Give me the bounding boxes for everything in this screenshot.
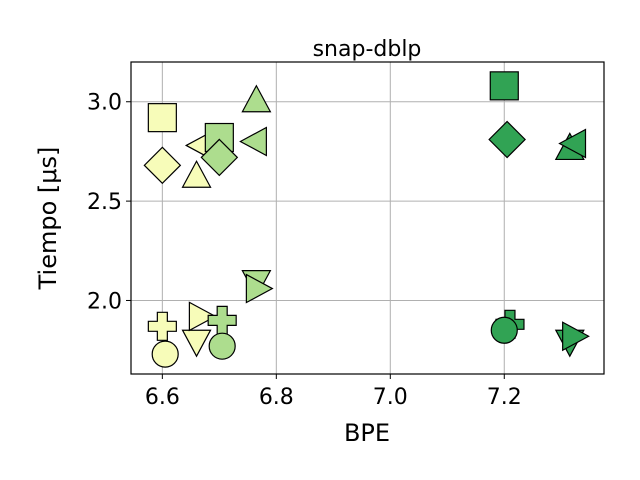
data-point-diamond [200, 138, 239, 177]
grid-lines [131, 62, 604, 374]
x-tick-label: 6.6 [145, 385, 180, 410]
data-point-triangle-left [558, 128, 587, 159]
data-point-plus [147, 311, 177, 341]
data-point-triangle-down [181, 329, 212, 358]
y-tick-label: 3.0 [87, 91, 122, 116]
data-point-square [489, 71, 519, 101]
y-tick-label: 2.0 [87, 289, 122, 314]
data-point-square [147, 103, 177, 133]
data-point-triangle-up [181, 159, 212, 188]
data-point-triangle-right [188, 301, 217, 332]
y-axis-label: Tiempo [μs] [34, 147, 62, 291]
x-tick-label: 7.2 [487, 385, 522, 410]
data-point-diamond [488, 120, 526, 159]
y-axis-ticks: 2.0 2.5 3.0 [87, 91, 131, 314]
data-point-triangle-left [239, 126, 267, 157]
data-point-circle [490, 316, 518, 344]
data-point-circle [208, 332, 236, 360]
data-point-diamond [143, 146, 182, 185]
x-axis-label: BPE [344, 419, 390, 447]
data-point-triangle-right [562, 321, 590, 352]
x-tick-label: 6.8 [259, 385, 294, 410]
data-point-circle [151, 340, 179, 368]
data-point-triangle-right [245, 273, 274, 304]
data-markers [143, 71, 590, 368]
data-point-triangle-up [241, 84, 272, 113]
y-tick-label: 2.5 [87, 190, 122, 215]
plot-frame [130, 61, 605, 375]
chart-title: snap-dblp [313, 37, 422, 62]
data-point-plus [207, 305, 237, 335]
x-tick-label: 7.0 [373, 385, 408, 410]
x-axis-ticks: 6.6 6.8 7.0 7.2 [145, 374, 522, 410]
